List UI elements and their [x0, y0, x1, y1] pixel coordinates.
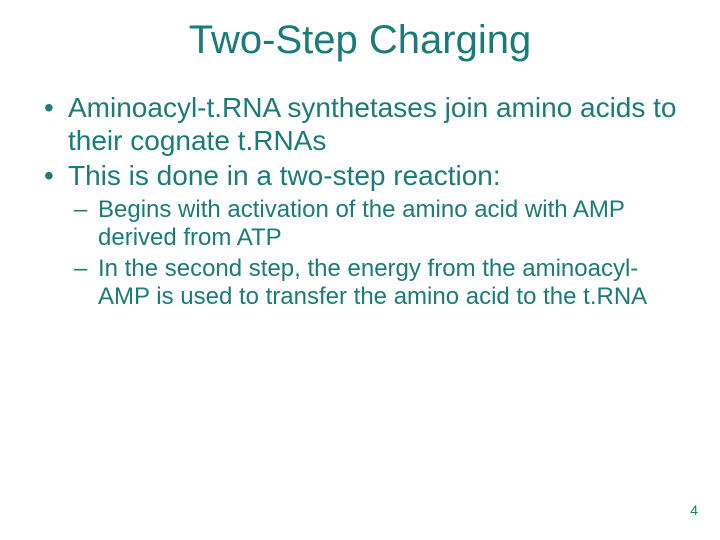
page-number: 4 [690, 502, 698, 518]
list-item: This is done in a two-step reaction: Beg… [40, 159, 680, 311]
list-item: Begins with activation of the amino acid… [68, 196, 680, 253]
bullet-list: Aminoacyl-t.RNA synthetases join amino a… [40, 91, 680, 311]
list-item: In the second step, the energy from the … [68, 255, 680, 312]
list-item-text: This is done in a two-step reaction: [68, 160, 501, 191]
list-item-text: Aminoacyl-t.RNA synthetases join amino a… [68, 92, 677, 156]
slide: Two-Step Charging Aminoacyl-t.RNA synthe… [0, 0, 720, 540]
slide-title: Two-Step Charging [40, 18, 680, 63]
list-item-text: In the second step, the energy from the … [98, 255, 647, 310]
sub-bullet-list: Begins with activation of the amino acid… [68, 196, 680, 311]
list-item-text: Begins with activation of the amino acid… [98, 196, 625, 251]
list-item: Aminoacyl-t.RNA synthetases join amino a… [40, 91, 680, 157]
